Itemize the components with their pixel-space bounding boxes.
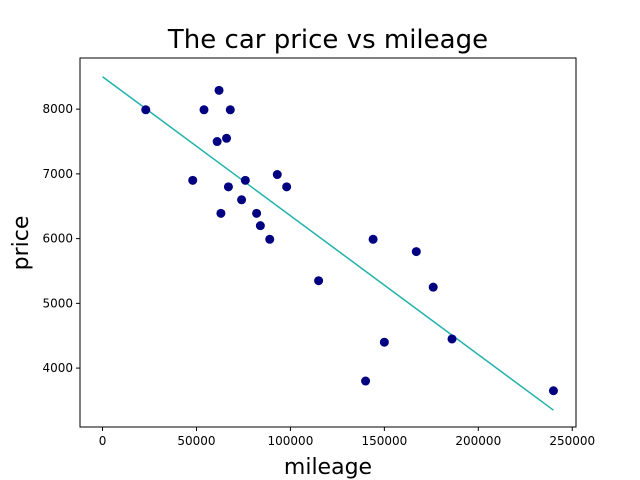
y-tick-label: 8000 <box>42 102 73 116</box>
data-point <box>447 334 457 344</box>
x-tick-label: 100000 <box>268 434 314 448</box>
y-tick-label: 5000 <box>42 296 73 310</box>
data-point <box>548 386 558 396</box>
x-tick-label: 150000 <box>361 434 407 448</box>
x-tick-label: 200000 <box>455 434 501 448</box>
data-point <box>199 105 209 115</box>
data-point <box>282 182 292 192</box>
data-point <box>314 276 324 286</box>
fit-line <box>102 76 554 411</box>
points-layer <box>141 85 558 396</box>
data-point <box>188 175 198 185</box>
data-point <box>214 85 224 95</box>
y-tick-label: 7000 <box>42 167 73 181</box>
data-point <box>216 208 226 218</box>
fit-line-layer <box>102 76 554 411</box>
y-tick-label: 4000 <box>42 361 73 375</box>
data-point <box>255 221 265 231</box>
data-point <box>428 282 438 292</box>
data-point <box>141 105 151 115</box>
data-point <box>411 247 421 257</box>
data-point <box>240 175 250 185</box>
data-point <box>265 234 275 244</box>
data-point <box>212 137 222 147</box>
data-point <box>272 170 282 180</box>
x-tick-label: 0 <box>99 434 107 448</box>
data-point <box>361 376 371 386</box>
data-point <box>225 105 235 115</box>
plot-frame <box>79 57 577 428</box>
chart-title: The car price vs mileage <box>167 25 488 55</box>
x-tick-label: 250000 <box>549 434 595 448</box>
data-point <box>223 182 233 192</box>
data-point <box>368 234 378 244</box>
y-axis-label: price <box>9 216 34 271</box>
y-axis-ticks: 4000 5000 6000 7000 8000 <box>42 102 80 375</box>
x-tick-label: 50000 <box>177 434 215 448</box>
data-point <box>252 208 262 218</box>
data-point <box>237 195 247 205</box>
x-axis-label: mileage <box>284 455 372 480</box>
data-point <box>379 337 389 347</box>
y-tick-label: 6000 <box>42 232 73 246</box>
x-axis-ticks: 0 50000 100000 150000 200000 250000 <box>99 427 595 448</box>
data-point <box>222 133 232 143</box>
